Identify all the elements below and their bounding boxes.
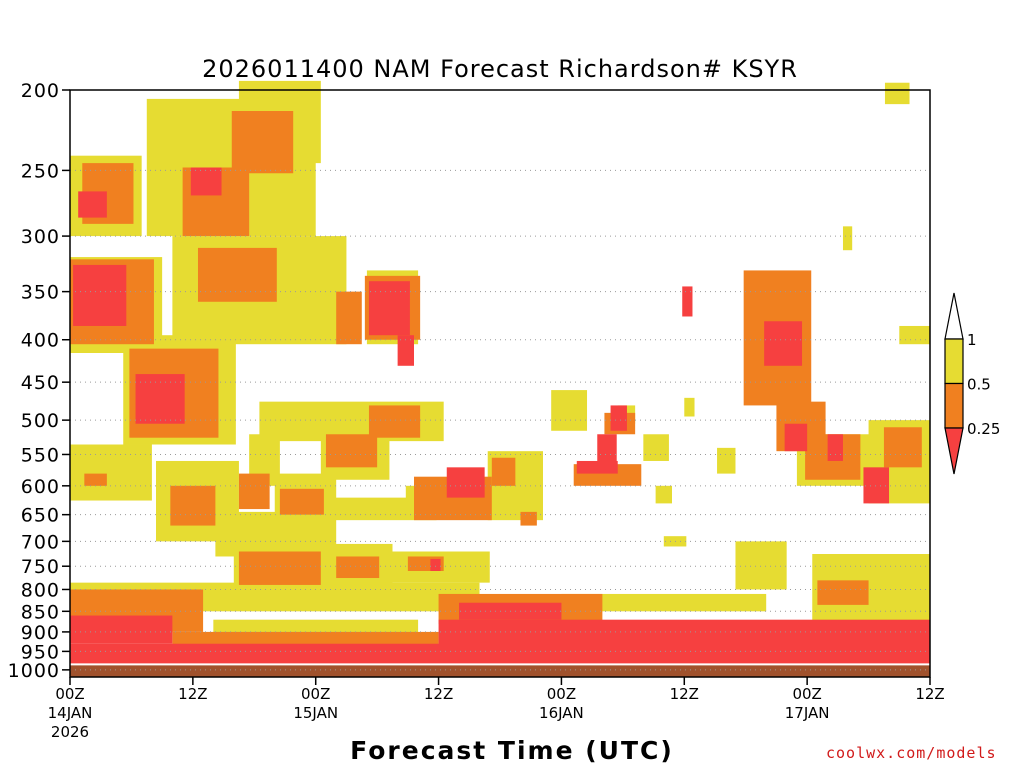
shaded-cell bbox=[884, 82, 910, 105]
shaded-cell bbox=[238, 551, 321, 585]
ground-below-surface bbox=[70, 664, 930, 677]
x-tick-label: 00Z bbox=[792, 685, 821, 703]
y-tick-label: 600 bbox=[21, 476, 60, 498]
x-tick-date: 16JAN bbox=[539, 704, 584, 722]
x-tick-label: 12Z bbox=[424, 685, 453, 703]
x-tick-label: 00Z bbox=[55, 685, 84, 703]
x-tick-label: 12Z bbox=[178, 685, 207, 703]
x-tick-label: 12Z bbox=[915, 685, 944, 703]
shaded-cell bbox=[817, 580, 869, 605]
shaded-cell bbox=[520, 511, 537, 526]
shaded-cell bbox=[899, 325, 930, 345]
shaded-cell bbox=[610, 405, 627, 431]
y-tick-label: 250 bbox=[21, 160, 60, 182]
y-tick-label: 400 bbox=[21, 330, 60, 352]
shaded-cell bbox=[842, 226, 853, 251]
shaded-cell bbox=[551, 390, 588, 431]
y-tick-label: 300 bbox=[21, 226, 60, 248]
shaded-cell bbox=[78, 191, 107, 218]
y-tick-label: 850 bbox=[21, 601, 60, 623]
x-tick-date: 15JAN bbox=[293, 704, 338, 722]
shaded-cell bbox=[438, 619, 930, 646]
shaded-cell bbox=[491, 457, 516, 486]
legend-arrow-bottom bbox=[944, 427, 964, 475]
shaded-cell bbox=[597, 434, 617, 465]
shaded-cell bbox=[430, 558, 441, 571]
legend-swatch bbox=[944, 382, 964, 429]
shaded-cell bbox=[784, 423, 808, 452]
y-tick-label: 350 bbox=[21, 282, 60, 304]
source-credit: coolwx.com/models bbox=[826, 744, 997, 762]
shaded-cell bbox=[764, 321, 803, 366]
shaded-cell bbox=[397, 335, 414, 366]
shaded-cell bbox=[655, 485, 672, 504]
shaded-cell bbox=[827, 434, 843, 461]
y-tick-label: 1000 bbox=[8, 660, 60, 682]
y-tick-label: 550 bbox=[21, 444, 60, 466]
shaded-cell bbox=[336, 291, 362, 345]
shaded-cell bbox=[170, 485, 216, 526]
shaded-cell bbox=[717, 447, 736, 474]
legend-label: 1 bbox=[967, 331, 977, 349]
y-tick-label: 800 bbox=[21, 579, 60, 601]
y-tick-label: 950 bbox=[21, 641, 60, 663]
shaded-cell bbox=[135, 374, 185, 424]
chart-title: 2026011400 NAM Forecast Richardson# KSYR bbox=[202, 55, 798, 83]
shaded-cell bbox=[325, 434, 378, 468]
shaded-cell bbox=[70, 643, 930, 665]
shaded-cell bbox=[190, 167, 222, 196]
y-tick-label: 500 bbox=[21, 410, 60, 432]
x-tick-label: 12Z bbox=[670, 685, 699, 703]
legend-swatch bbox=[944, 338, 964, 385]
x-tick-year: 2026 bbox=[51, 723, 89, 741]
shaded-cell bbox=[450, 497, 482, 515]
y-tick-label: 700 bbox=[21, 531, 60, 553]
shaded-cell bbox=[643, 434, 669, 461]
shaded-cell bbox=[70, 444, 152, 501]
shaded-cell bbox=[684, 397, 695, 417]
legend-label: 0.25 bbox=[967, 420, 1000, 438]
shaded-cell bbox=[70, 615, 173, 644]
y-tick-label: 900 bbox=[21, 622, 60, 644]
y-tick-label: 750 bbox=[21, 556, 60, 578]
legend-arrow-top bbox=[944, 292, 964, 340]
shaded-cell bbox=[172, 631, 439, 646]
shaded-cell bbox=[446, 467, 485, 498]
shaded-cell bbox=[197, 247, 277, 302]
shaded-cell bbox=[213, 619, 419, 634]
y-tick-label: 200 bbox=[21, 80, 60, 102]
x-tick-date: 17JAN bbox=[785, 704, 830, 722]
plot-frame bbox=[69, 89, 931, 678]
x-tick-date: 14JAN bbox=[48, 704, 93, 722]
shaded-cell bbox=[735, 541, 787, 590]
y-tick-label: 450 bbox=[21, 372, 60, 394]
x-tick-label: 00Z bbox=[301, 685, 330, 703]
shaded-cell bbox=[231, 110, 294, 174]
y-axis: 200 250 300 350 400 450 500 550 600 650 700 7508008… bbox=[8, 80, 70, 682]
x-tick-label: 00Z bbox=[547, 685, 576, 703]
x-axis-label: Forecast Time (UTC) bbox=[350, 736, 674, 765]
shaded-cell bbox=[279, 488, 324, 515]
shaded-cell bbox=[368, 281, 410, 336]
shaded-cell bbox=[863, 467, 890, 504]
shaded-cell bbox=[238, 473, 270, 510]
legend: 1 0.5 0.25 bbox=[944, 292, 1000, 475]
shaded-cell bbox=[368, 405, 421, 438]
shaded-cell bbox=[561, 593, 767, 612]
shaded-cell bbox=[73, 264, 127, 326]
shaded-cell bbox=[84, 473, 107, 486]
shaded-cell bbox=[883, 427, 922, 468]
plot-area bbox=[69, 80, 931, 678]
shaded-cell bbox=[336, 556, 380, 579]
shaded-cell bbox=[682, 286, 693, 317]
legend-label: 0.5 bbox=[967, 376, 991, 394]
y-tick-label: 650 bbox=[21, 505, 60, 527]
